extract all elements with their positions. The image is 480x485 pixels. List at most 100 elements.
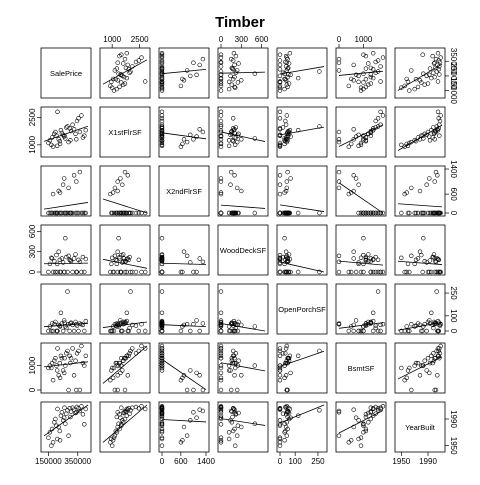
regression-line-OpenPorchSF-vs-SalePrice: [43, 322, 89, 328]
point-BsmtSF-vs-YearBuilt: [429, 353, 434, 358]
point-BsmtSF-vs-OpenPorchSF: [284, 387, 289, 393]
regression-line-X1stFlrSF-vs-BsmtSF: [338, 124, 384, 147]
tick-label-BsmtSF-1000-v: 1000: [28, 356, 37, 374]
point-BsmtSF-vs-X2ndFlrSF: [159, 348, 165, 354]
point-BsmtSF-vs-SalePrice: [68, 356, 74, 361]
point-X2ndFlrSF-vs-BsmtSF: [356, 210, 361, 216]
point-OpenPorchSF-vs-X1stFlrSF: [136, 328, 142, 334]
point-BsmtSF-vs-X1stFlrSF: [114, 360, 120, 366]
point-BsmtSF-vs-WoodDeckSF: [218, 365, 224, 371]
regression-line-BsmtSF-vs-X1stFlrSF: [102, 345, 148, 384]
point-YearBuilt-vs-WoodDeckSF: [218, 440, 224, 445]
point-WoodDeckSF-vs-SalePrice: [80, 254, 86, 260]
point-WoodDeckSF-vs-SalePrice: [64, 254, 69, 260]
point-BsmtSF-vs-X2ndFlrSF: [159, 353, 165, 358]
point-SalePrice-vs-OpenPorchSF: [277, 67, 283, 72]
point-BsmtSF-vs-X1stFlrSF: [119, 356, 124, 361]
point-YearBuilt-vs-X2ndFlrSF: [188, 418, 193, 423]
point-SalePrice-vs-WoodDeckSF: [231, 50, 237, 56]
point-BsmtSF-vs-WoodDeckSF: [218, 375, 224, 380]
panel-X1stFlrSF-X1stFlrSF: [99, 106, 151, 158]
point-SalePrice-vs-BsmtSF: [378, 64, 383, 69]
point-OpenPorchSF-vs-WoodDeckSF: [218, 328, 224, 334]
point-X1stFlrSF-vs-WoodDeckSF: [226, 138, 232, 143]
regression-line-YearBuilt-vs-BsmtSF: [338, 410, 384, 434]
point-YearBuilt-vs-X1stFlrSF: [143, 406, 148, 412]
regression-line-WoodDeckSF-vs-X2ndFlrSF: [161, 262, 207, 265]
point-X1stFlrSF-vs-X2ndFlrSF: [159, 113, 165, 118]
tick-label-X2ndFlrSF-0-v: 0: [449, 211, 458, 216]
panel-BsmtSF-BsmtSF: [335, 342, 387, 394]
point-X1stFlrSF-vs-X2ndFlrSF: [159, 140, 165, 146]
point-BsmtSF-vs-SalePrice: [49, 360, 55, 366]
point-BsmtSF-vs-OpenPorchSF: [277, 368, 283, 373]
point-BsmtSF-vs-YearBuilt: [413, 360, 419, 366]
regression-line-YearBuilt-vs-X2ndFlrSF: [161, 419, 207, 423]
point-X2ndFlrSF-vs-YearBuilt: [419, 210, 424, 216]
point-SalePrice-vs-X1stFlrSF: [119, 52, 124, 57]
point-SalePrice-vs-X2ndFlrSF: [159, 64, 165, 69]
point-WoodDeckSF-vs-X1stFlrSF: [124, 256, 130, 262]
point-YearBuilt-vs-X1stFlrSF: [114, 414, 120, 420]
point-YearBuilt-vs-BsmtSF: [378, 405, 383, 410]
chart-title: Timber: [215, 14, 265, 31]
point-SalePrice-vs-X2ndFlrSF: [159, 72, 165, 77]
point-WoodDeckSF-vs-BsmtSF: [361, 261, 366, 267]
point-BsmtSF-vs-YearBuilt: [407, 365, 412, 371]
point-OpenPorchSF-vs-YearBuilt: [427, 318, 432, 323]
panel-WoodDeckSF-OpenPorchSF: [276, 224, 328, 276]
point-YearBuilt-vs-X1stFlrSF: [122, 416, 128, 422]
point-SalePrice-vs-X1stFlrSF: [139, 55, 144, 60]
point-X1stFlrSF-vs-WoodDeckSF: [239, 137, 244, 142]
point-OpenPorchSF-vs-BsmtSF: [361, 328, 366, 334]
point-YearBuilt-vs-X2ndFlrSF: [159, 422, 165, 427]
regression-line-OpenPorchSF-vs-BsmtSF: [338, 322, 384, 329]
point-X1stFlrSF-vs-BsmtSF: [356, 143, 361, 149]
point-OpenPorchSF-vs-X2ndFlrSF: [178, 328, 184, 334]
point-SalePrice-vs-YearBuilt: [415, 84, 421, 90]
point-SalePrice-vs-OpenPorchSF: [284, 60, 289, 65]
point-WoodDeckSF-vs-OpenPorchSF: [277, 261, 283, 267]
point-SalePrice-vs-X2ndFlrSF: [159, 50, 165, 56]
point-SalePrice-vs-BsmtSF: [380, 55, 386, 60]
tick-label-BsmtSF-0: 0: [337, 35, 342, 44]
point-WoodDeckSF-vs-OpenPorchSF: [282, 236, 287, 241]
panel-YearBuilt-BsmtSF: [335, 401, 387, 453]
point-SalePrice-vs-BsmtSF: [336, 60, 342, 65]
point-BsmtSF-vs-WoodDeckSF: [226, 368, 232, 373]
point-BsmtSF-vs-WoodDeckSF: [218, 363, 224, 368]
panel-X2ndFlrSF-X2ndFlrSF: [158, 165, 210, 217]
tick-label-X2ndFlrSF-1400: 1400: [197, 457, 215, 466]
point-SalePrice-vs-BsmtSF: [358, 88, 364, 93]
point-X1stFlrSF-vs-SalePrice: [70, 122, 75, 127]
point-SalePrice-vs-BsmtSF: [368, 81, 373, 86]
panel-X2ndFlrSF-SalePrice: [40, 165, 92, 217]
point-X2ndFlrSF-vs-BsmtSF: [373, 210, 378, 216]
tick-label-OpenPorchSF-250-v: 250: [449, 286, 458, 300]
point-YearBuilt-vs-BsmtSF: [349, 438, 354, 443]
point-SalePrice-vs-BsmtSF: [361, 80, 366, 85]
point-WoodDeckSF-vs-SalePrice: [83, 256, 89, 262]
point-SalePrice-vs-X1stFlrSF: [114, 66, 120, 71]
point-BsmtSF-vs-X2ndFlrSF: [159, 351, 165, 356]
tick-label-WoodDeckSF-300-v: 300: [28, 244, 37, 258]
regression-line-BsmtSF-vs-X2ndFlrSF: [161, 359, 207, 391]
point-BsmtSF-vs-WoodDeckSF: [218, 370, 224, 376]
point-X1stFlrSF-vs-SalePrice: [82, 133, 87, 138]
panel-YearBuilt-X2ndFlrSF: [158, 401, 210, 453]
point-BsmtSF-vs-YearBuilt: [437, 346, 442, 351]
point-X1stFlrSF-vs-BsmtSF: [358, 142, 364, 148]
point-X2ndFlrSF-vs-YearBuilt: [420, 210, 425, 216]
panel-X2ndFlrSF-X1stFlrSF: [99, 165, 151, 217]
point-YearBuilt-vs-X1stFlrSF: [111, 435, 117, 440]
point-SalePrice-vs-WoodDeckSF: [235, 80, 241, 85]
point-BsmtSF-vs-YearBuilt: [435, 353, 441, 358]
point-YearBuilt-vs-WoodDeckSF: [239, 424, 244, 430]
point-OpenPorchSF-vs-X2ndFlrSF: [159, 328, 165, 334]
point-X1stFlrSF-vs-SalePrice: [83, 128, 89, 133]
point-YearBuilt-vs-X1stFlrSF: [125, 407, 131, 412]
point-X1stFlrSF-vs-X2ndFlrSF: [181, 137, 187, 142]
tick-label-WoodDeckSF-0: 0: [219, 35, 224, 44]
point-OpenPorchSF-vs-X1stFlrSF: [124, 310, 130, 315]
point-X2ndFlrSF-vs-BsmtSF: [361, 210, 366, 216]
